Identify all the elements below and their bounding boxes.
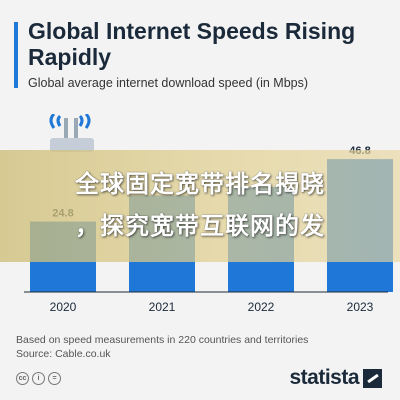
chart-subtitle: Global average internet download speed (… (28, 76, 309, 90)
statista-logo[interactable]: statista (289, 366, 382, 390)
license-icons: cc i = (16, 372, 61, 385)
x-tick-label-2022: 2022 (248, 300, 275, 314)
x-tick-label-2023: 2023 (347, 300, 374, 314)
promo-overlay-banner: 全球固定宽带排名揭晓 ，探究宽带互联网的发 (0, 150, 400, 262)
statista-arrow-icon (363, 368, 382, 388)
by-icon[interactable]: i (32, 372, 45, 385)
overlay-headline-line-1: 全球固定宽带排名揭晓 (75, 171, 325, 198)
cc-icon[interactable]: cc (16, 372, 29, 385)
nd-icon[interactable]: = (48, 372, 61, 385)
chart-footnote: Based on speed measurements in 220 count… (16, 334, 309, 346)
chart-source: Source: Cable.co.uk (16, 348, 111, 360)
logo-text: statista (289, 366, 359, 389)
overlay-headline-line-2: ，探究宽带互联网的发 (75, 213, 325, 240)
x-tick-label-2020: 2020 (50, 300, 77, 314)
router-icon (49, 114, 94, 152)
title-accent-bar (14, 22, 18, 88)
chart-title: Global Internet Speeds Rising Rapidly (28, 18, 356, 70)
x-tick-label-2021: 2021 (149, 300, 176, 314)
